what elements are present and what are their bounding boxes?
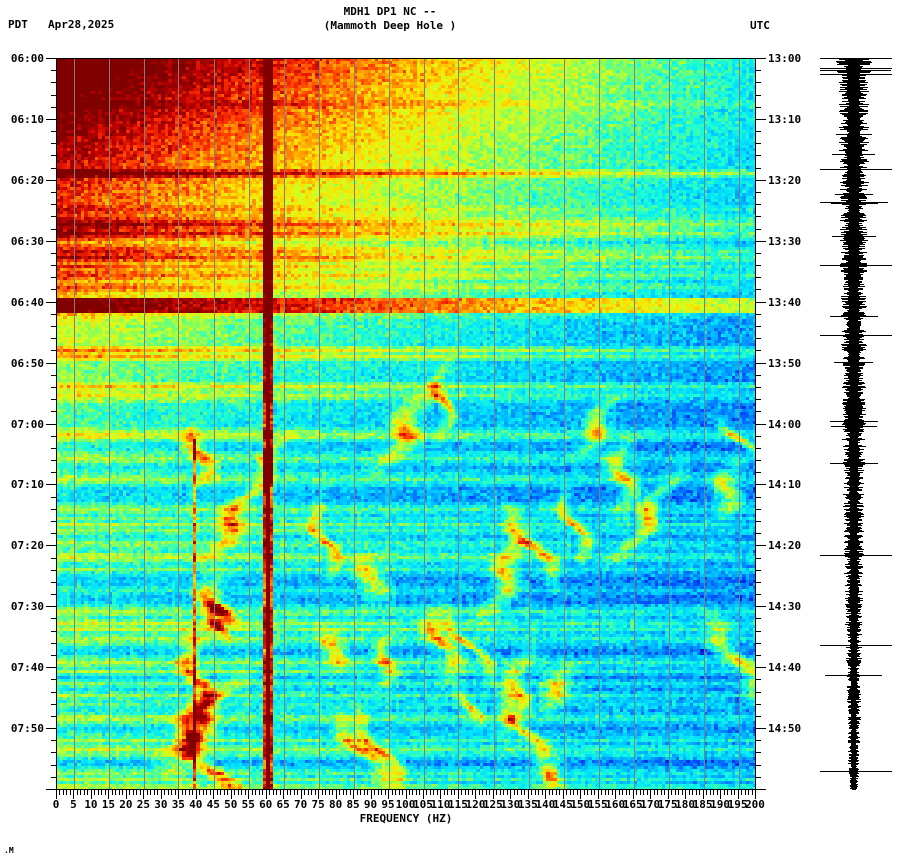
frequency-tick-25: 25 bbox=[136, 798, 150, 811]
frequency-tick-135: 135 bbox=[517, 798, 538, 811]
left-time-tick-06-30: 06:30 bbox=[10, 235, 44, 248]
frequency-tick-110: 110 bbox=[430, 798, 451, 811]
frequency-tick-200: 200 bbox=[745, 798, 765, 811]
frequency-tick-50: 50 bbox=[224, 798, 238, 811]
right-time-tick-13-10: 13:10 bbox=[768, 113, 802, 126]
frequency-tick-30: 30 bbox=[154, 798, 168, 811]
spectrogram-image bbox=[56, 58, 756, 790]
frequency-tick-115: 115 bbox=[447, 798, 468, 811]
frequency-tick-75: 75 bbox=[311, 798, 325, 811]
left-time-tick-06-40: 06:40 bbox=[10, 296, 44, 309]
frequency-tick-60: 60 bbox=[259, 798, 273, 811]
frequency-tick-65: 65 bbox=[276, 798, 290, 811]
frequency-tick-15: 15 bbox=[101, 798, 116, 811]
left-time-tick-07-30: 07:30 bbox=[10, 600, 44, 613]
frequency-tick-20: 20 bbox=[119, 798, 133, 811]
left-time-tick-06-00: 06:00 bbox=[10, 52, 44, 65]
right-time-tick-14-00: 14:00 bbox=[768, 418, 802, 431]
left-time-tick-06-20: 06:20 bbox=[10, 174, 44, 187]
frequency-tick-45: 45 bbox=[206, 798, 220, 811]
frequency-tick-180: 180 bbox=[675, 798, 696, 811]
left-time-axis bbox=[46, 58, 56, 790]
right-time-tick-13-00: 13:00 bbox=[768, 52, 802, 65]
station-subtitle: (Mammoth Deep Hole ) bbox=[323, 19, 457, 32]
frequency-tick-160: 160 bbox=[605, 798, 626, 811]
frequency-tick-40: 40 bbox=[189, 798, 203, 811]
corner-artifact-mark: .M bbox=[4, 846, 14, 855]
frequency-tick-90: 90 bbox=[363, 798, 378, 811]
frequency-tick-35: 35 bbox=[171, 798, 185, 811]
frequency-tick-100: 100 bbox=[395, 798, 416, 811]
left-timezone-label: PDT bbox=[8, 18, 28, 31]
frequency-tick-185: 185 bbox=[692, 798, 713, 811]
frequency-tick-195: 195 bbox=[727, 798, 748, 811]
frequency-tick-130: 130 bbox=[500, 798, 521, 811]
frequency-tick-105: 105 bbox=[413, 798, 433, 811]
frequency-tick-55: 55 bbox=[241, 798, 255, 811]
right-time-tick-14-50: 14:50 bbox=[768, 722, 802, 735]
frequency-tick-125: 125 bbox=[482, 798, 503, 811]
frequency-tick-70: 70 bbox=[294, 798, 308, 811]
right-time-tick-14-30: 14:30 bbox=[768, 600, 802, 613]
right-time-axis bbox=[756, 58, 766, 790]
frequency-tick-80: 80 bbox=[328, 798, 343, 811]
left-time-tick-07-40: 07:40 bbox=[10, 661, 44, 674]
left-time-tick-07-20: 07:20 bbox=[10, 539, 44, 552]
right-time-tick-14-40: 14:40 bbox=[768, 661, 802, 674]
frequency-axis-title: FREQUENCY (HZ) bbox=[359, 812, 453, 825]
left-time-tick-07-10: 07:10 bbox=[10, 478, 44, 491]
left-time-tick-06-50: 06:50 bbox=[10, 357, 44, 370]
frequency-tick-0: 0 bbox=[52, 798, 60, 811]
frequency-tick-155: 155 bbox=[587, 798, 608, 811]
frequency-tick-5: 5 bbox=[70, 798, 77, 811]
right-time-tick-13-30: 13:30 bbox=[768, 235, 802, 248]
frequency-tick-165: 165 bbox=[622, 798, 643, 811]
frequency-tick-145: 145 bbox=[552, 798, 573, 811]
station-title: MDH1 DP1 NC -- bbox=[343, 5, 437, 18]
frequency-tick-190: 190 bbox=[710, 798, 730, 811]
frequency-tick-120: 120 bbox=[465, 798, 486, 811]
frequency-tick-85: 85 bbox=[346, 798, 360, 811]
frequency-tick-10: 10 bbox=[84, 798, 98, 811]
right-time-tick-13-20: 13:20 bbox=[768, 174, 802, 187]
left-time-tick-07-50: 07:50 bbox=[10, 722, 44, 735]
left-time-tick-06-10: 06:10 bbox=[10, 113, 44, 126]
record-date-label: Apr28,2025 bbox=[48, 18, 115, 31]
right-time-tick-14-20: 14:20 bbox=[768, 539, 802, 552]
frequency-tick-175: 175 bbox=[657, 798, 678, 811]
left-time-tick-07-00: 07:00 bbox=[10, 418, 44, 431]
right-time-tick-14-10: 14:10 bbox=[768, 478, 802, 491]
seismogram-trace bbox=[820, 58, 892, 790]
frequency-tick-170: 170 bbox=[640, 798, 661, 811]
frequency-tick-140: 140 bbox=[535, 798, 556, 811]
right-timezone-label: UTC bbox=[750, 19, 770, 32]
right-time-tick-13-40: 13:40 bbox=[768, 296, 802, 309]
frequency-axis bbox=[56, 790, 756, 800]
frequency-tick-95: 95 bbox=[381, 798, 395, 811]
frequency-tick-150: 150 bbox=[570, 798, 591, 811]
right-time-tick-13-50: 13:50 bbox=[768, 357, 802, 370]
